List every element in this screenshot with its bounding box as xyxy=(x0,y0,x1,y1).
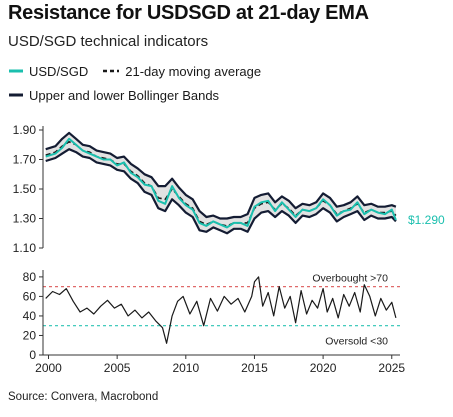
bottom-y-tick-label: 40 xyxy=(23,309,37,323)
overbought-annotation: Overbought >70 xyxy=(312,273,388,285)
top-y-tick-label: 1.90 xyxy=(13,123,37,137)
x-tick-label: 2025 xyxy=(378,361,405,375)
top-y-tick-label: 1.10 xyxy=(13,241,37,255)
legend-label-usdsgd: USD/SGD xyxy=(29,63,89,79)
top-y-tick-label: 1.70 xyxy=(13,153,37,167)
bottom-y-tick-label: 20 xyxy=(23,328,37,342)
x-tick-label: 2010 xyxy=(172,361,199,375)
x-tick-label: 2020 xyxy=(310,361,337,375)
upper-bollinger-line xyxy=(45,131,397,220)
x-tick-label: 2000 xyxy=(35,361,62,375)
top-y-tick-label: 1.30 xyxy=(13,212,37,226)
bottom-y-tick-label: 0 xyxy=(29,348,36,362)
legend-label-bollinger: Upper and lower Bollinger Bands xyxy=(29,87,220,103)
last-value-label: $1.290 xyxy=(408,213,445,227)
oversold-annotation: Oversold <30 xyxy=(325,336,388,348)
usdsgd-line xyxy=(45,137,397,229)
chart-title: Resistance for USDSGD at 21-day EMA xyxy=(8,2,369,24)
bottom-y-tick-label: 80 xyxy=(23,270,37,284)
top-y-tick-label: 1.50 xyxy=(13,182,37,196)
legend-swatch-bollinger xyxy=(9,93,23,97)
source-note: Source: Convera, Macrobond xyxy=(8,391,159,403)
bollinger-band-fill xyxy=(45,132,396,234)
lower-bollinger-line xyxy=(45,148,397,235)
legend-swatch-usdsgd xyxy=(9,69,23,73)
legend-row-2: Upper and lower Bollinger Bands xyxy=(8,86,219,104)
bottom-y-tick-label: 60 xyxy=(23,289,37,303)
x-tick-label: 2005 xyxy=(104,361,131,375)
legend-label-ma21: 21-day moving average xyxy=(125,63,262,79)
x-tick-label: 2015 xyxy=(241,361,268,375)
chart-subtitle: USD/SGD technical indicators xyxy=(8,33,209,50)
legend-row-1: USD/SGD 21-day moving average xyxy=(8,62,261,80)
rsi-line xyxy=(45,276,397,344)
legend-swatch-ma21 xyxy=(103,69,120,73)
